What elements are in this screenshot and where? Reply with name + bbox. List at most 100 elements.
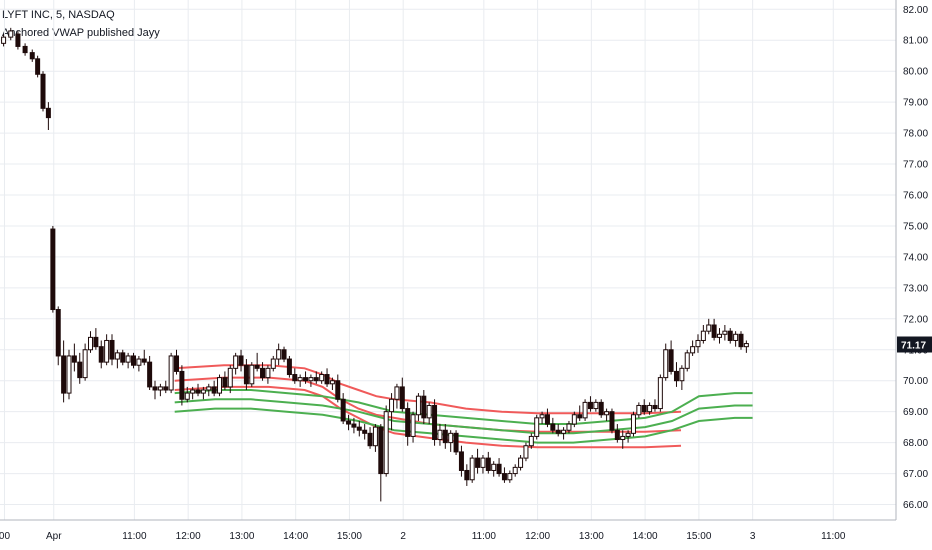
candle-body-up	[684, 352, 690, 369]
candle-body-up	[319, 374, 325, 382]
y-tick-label: 76.00	[903, 191, 928, 202]
x-tick-label: Apr	[46, 531, 62, 542]
candle-body-down	[254, 364, 260, 369]
candle	[695, 334, 701, 353]
y-tick-label: 69.00	[903, 407, 928, 418]
candle	[711, 318, 717, 341]
candle-body-down	[501, 473, 507, 481]
x-tick-label: 13:00	[229, 531, 254, 542]
last-price-badge	[897, 336, 932, 353]
vwap-band-green-lower	[174, 407, 753, 444]
candle-body-up	[233, 355, 239, 369]
candle	[136, 355, 142, 372]
candle-body-down	[313, 377, 319, 382]
candle-body-up	[512, 466, 518, 475]
candle-body-up	[528, 435, 534, 447]
candle-body-down	[668, 349, 674, 372]
candle-body-up	[190, 389, 196, 394]
candle	[464, 464, 470, 486]
y-tick-label: 82.00	[903, 5, 928, 16]
candle-body-down	[15, 33, 21, 47]
candle	[206, 383, 212, 397]
candle-body-up	[168, 355, 174, 391]
candle-body-down	[109, 339, 115, 360]
y-tick-label: 75.00	[903, 221, 928, 232]
candle	[577, 405, 583, 421]
candle-body-up	[308, 377, 314, 382]
candle	[453, 430, 459, 455]
candle	[93, 328, 99, 350]
candle	[630, 411, 636, 437]
candle	[308, 374, 314, 387]
candle-body-up	[276, 349, 282, 360]
candle-body-up	[534, 417, 540, 437]
x-tick-label: 11:00	[472, 531, 497, 542]
candle	[243, 359, 249, 390]
candle	[598, 399, 604, 418]
candle-body-down	[496, 463, 502, 475]
candle	[448, 430, 454, 452]
candle-body-down	[652, 404, 658, 410]
candle-body-up	[604, 411, 610, 416]
candle-body-up	[217, 377, 223, 394]
candle	[480, 455, 486, 474]
candle	[195, 383, 201, 397]
candle-body-down	[475, 457, 481, 468]
candle	[184, 386, 190, 403]
candle-body-down	[120, 352, 126, 363]
candle	[389, 393, 395, 431]
candle-body-down	[303, 377, 309, 382]
candle	[109, 334, 115, 366]
candle	[335, 374, 341, 403]
candle-body-down	[362, 429, 368, 434]
candle-body-up	[437, 429, 443, 441]
candle	[71, 343, 77, 372]
candle-body-down	[485, 457, 491, 471]
candle-body-down	[587, 401, 593, 410]
candle-body-up	[249, 364, 255, 385]
candle	[636, 402, 642, 418]
candle-body-up	[507, 473, 513, 481]
candle-body-down	[45, 107, 51, 119]
candle-body-down	[22, 45, 28, 54]
candle	[152, 380, 158, 400]
candle	[66, 349, 72, 400]
candle-body-up	[82, 349, 88, 379]
candle-body-up	[1, 36, 7, 44]
y-tick-label: 74.00	[903, 252, 928, 263]
candle	[319, 371, 325, 384]
candle	[523, 442, 529, 462]
candle	[222, 371, 228, 390]
candle-body-down	[399, 386, 405, 410]
candles	[1, 27, 749, 502]
candle-body-up	[743, 343, 749, 348]
x-tick-label: 15:00	[686, 531, 711, 542]
candle-body-down	[163, 386, 169, 391]
x-tick-label: 00	[0, 531, 10, 542]
candle-body-up	[695, 339, 701, 348]
candle	[534, 414, 540, 440]
candle	[690, 340, 696, 356]
x-tick-label: 11:00	[122, 531, 147, 542]
candle-body-down	[367, 432, 373, 447]
candle	[297, 374, 303, 387]
candle	[276, 343, 282, 366]
candle-body-down	[98, 346, 104, 363]
candle	[260, 362, 266, 381]
x-tick-label: 12:00	[525, 531, 550, 542]
candle	[604, 408, 610, 421]
candle-body-up	[114, 352, 120, 360]
candle	[652, 399, 658, 412]
candle	[329, 377, 335, 390]
candle	[668, 340, 674, 375]
candle-body-up	[491, 463, 497, 471]
y-tick-label: 72.00	[903, 314, 928, 325]
candle	[378, 424, 384, 502]
candle-body-up	[297, 377, 303, 382]
candle	[469, 455, 475, 483]
vwap-band-upper	[174, 364, 682, 415]
candle	[679, 365, 685, 390]
candle	[190, 386, 196, 400]
candle-body-up	[663, 349, 669, 379]
